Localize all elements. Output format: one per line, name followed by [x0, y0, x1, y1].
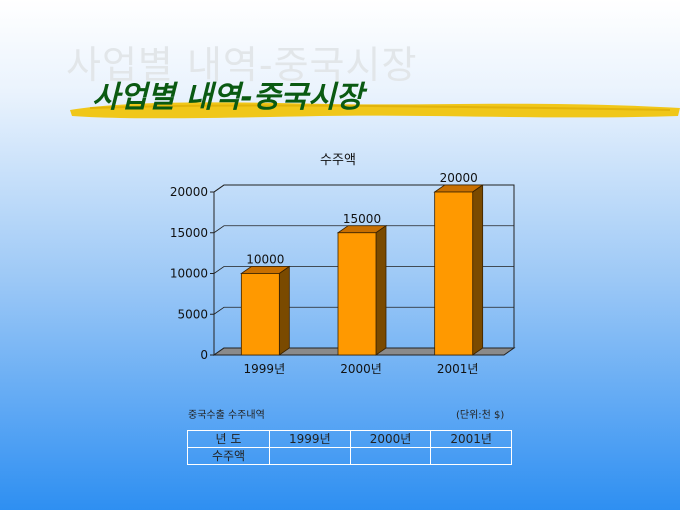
table-caption: 중국수출 수주내역: [188, 410, 265, 421]
table-row-label: 수주액: [187, 447, 270, 465]
x-tick-label: 1999년: [244, 362, 286, 376]
slide-title: 사업별 내역-중국시장: [92, 80, 364, 115]
bar: [240, 273, 280, 356]
data-label: 20000: [440, 171, 478, 185]
slide-title-shadow: 사업별 내역-중국시장: [66, 43, 418, 87]
gridline: [213, 184, 514, 193]
bar: [434, 191, 474, 356]
brush-stroke: [70, 102, 680, 119]
gridline: [213, 306, 514, 315]
gridline: [213, 225, 514, 234]
chart-title: 수주액: [320, 153, 356, 168]
table-header-cell: 2000년: [349, 430, 432, 448]
bar-side: [472, 184, 484, 356]
data-table: 년 도 1999년 2000년 2001년 수주액: [187, 430, 512, 465]
y-tick-label: 20000: [170, 185, 208, 199]
table-cell: [269, 447, 351, 465]
table-header-row: 년 도 1999년 2000년 2001년: [187, 430, 512, 448]
bar-chart: 수주액 0 5000 10000 15000 20000 10000 1999년 15000 2…: [170, 153, 516, 376]
y-tick-label: 15000: [170, 226, 208, 240]
table-header-cell: 1999년: [269, 430, 351, 448]
x-tick-label: 2000년: [340, 362, 382, 376]
data-label: 10000: [246, 253, 284, 267]
table-header-cell: 년 도: [187, 430, 270, 448]
gridline: [213, 266, 514, 274]
y-tick-label: 0: [200, 348, 208, 362]
table-cell: [430, 447, 512, 465]
table-row: 수주액: [187, 447, 512, 465]
unit-label: (단위:천 $): [456, 410, 505, 421]
x-tick-label: 2001년: [437, 362, 479, 376]
data-label: 15000: [343, 212, 381, 226]
bar-side: [278, 265, 290, 356]
y-tick-label: 5000: [177, 307, 208, 321]
table-cell: [349, 447, 432, 465]
table-header-cell: 2001년: [430, 430, 512, 448]
bar: [337, 232, 377, 356]
y-tick-label: 10000: [170, 267, 208, 281]
bar-side: [375, 224, 387, 356]
